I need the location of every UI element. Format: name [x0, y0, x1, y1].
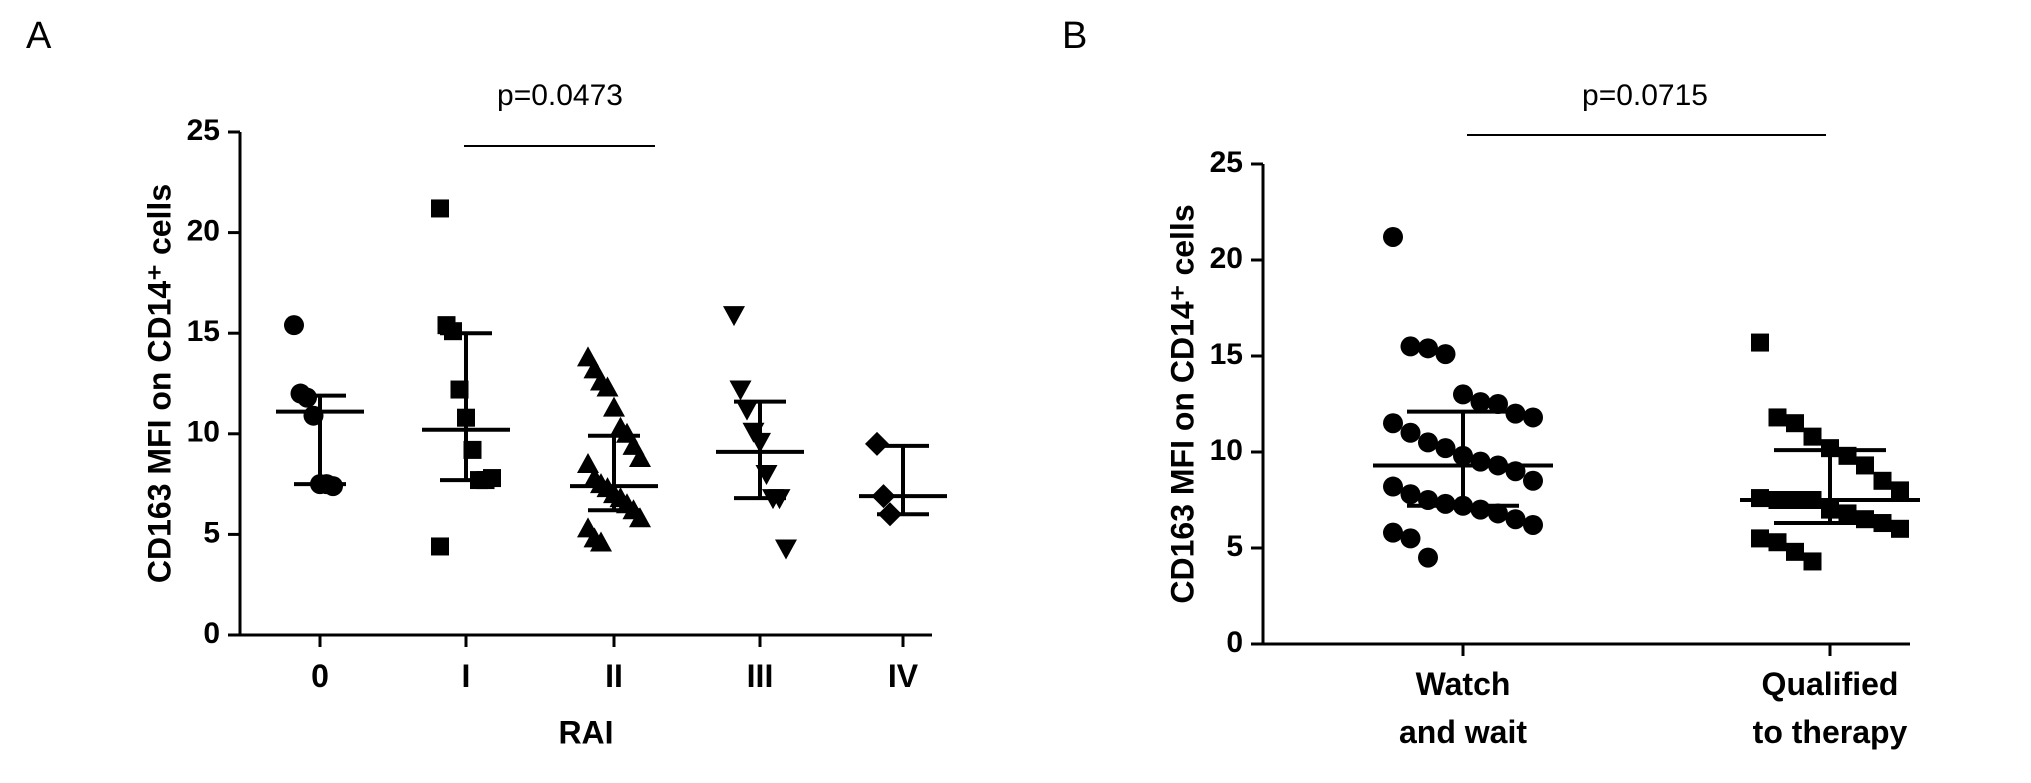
point	[1470, 499, 1491, 520]
y-tick-label: 15	[1210, 338, 1243, 371]
point	[577, 452, 599, 473]
point	[1400, 484, 1421, 505]
y-tick-label: 0	[203, 617, 220, 650]
point	[1470, 451, 1491, 472]
y-tick-label: 15	[187, 315, 220, 348]
point	[1768, 533, 1787, 552]
point	[1751, 529, 1769, 548]
point	[1786, 542, 1804, 561]
panel-label: A	[26, 15, 52, 57]
point	[775, 539, 797, 560]
x-tick-label: IV	[887, 658, 919, 694]
point	[1803, 427, 1822, 446]
point	[323, 476, 343, 497]
y-axis-label: CD163 MFI on CD14⁺ cells	[141, 184, 177, 583]
point	[1453, 384, 1473, 405]
x-tick-label: Watch and wait	[1398, 666, 1527, 750]
point	[1751, 333, 1769, 352]
point	[431, 537, 449, 556]
y-tick-label: 10	[1210, 434, 1243, 467]
y-tick-label: 0	[1226, 626, 1243, 659]
point	[1400, 422, 1421, 443]
point	[736, 400, 758, 421]
point	[1838, 504, 1857, 523]
point	[629, 446, 651, 467]
point	[284, 315, 304, 336]
annotation: p=0.0715	[1582, 79, 1708, 112]
point	[1435, 344, 1456, 365]
point	[603, 396, 625, 417]
x-tick-label: III	[746, 658, 774, 694]
y-tick-label: 25	[1210, 146, 1243, 179]
point	[1400, 528, 1421, 549]
y-tick-label: 25	[187, 114, 220, 147]
point	[297, 387, 317, 408]
point	[596, 376, 619, 397]
point	[865, 431, 889, 456]
point	[590, 531, 612, 552]
point	[1856, 456, 1874, 475]
point	[1488, 394, 1508, 414]
point	[444, 322, 462, 341]
point	[1856, 510, 1874, 529]
point	[1803, 552, 1822, 571]
point	[1488, 503, 1508, 524]
y-tick-label: 20	[187, 215, 220, 248]
y-tick-label: 10	[187, 416, 220, 449]
point	[1505, 509, 1526, 530]
point	[629, 507, 651, 528]
point	[723, 306, 745, 327]
point	[1891, 519, 1909, 538]
point	[1786, 414, 1804, 433]
annotation: p=0.0473	[497, 79, 623, 112]
x-axis-label: RAI	[558, 714, 613, 750]
point	[729, 380, 752, 401]
point	[1383, 522, 1403, 543]
y-tick-label: 5	[1226, 530, 1243, 563]
point	[1400, 336, 1421, 357]
point	[431, 199, 449, 218]
point	[1470, 392, 1491, 413]
point	[1435, 438, 1456, 459]
point	[1418, 547, 1438, 568]
point	[1383, 413, 1403, 434]
x-tick-label: Qualified to therapy	[1752, 666, 1908, 750]
panel-label: B	[1062, 15, 1087, 57]
point	[1523, 407, 1543, 428]
y-tick-label: 20	[1210, 242, 1243, 275]
x-tick-label: 0	[311, 658, 329, 694]
point	[1523, 514, 1543, 535]
x-tick-label: II	[605, 658, 623, 694]
point	[1873, 471, 1892, 490]
y-tick-label: 5	[203, 516, 220, 549]
point	[1383, 226, 1403, 247]
point	[1418, 432, 1438, 453]
point	[1383, 476, 1403, 497]
point	[1891, 481, 1909, 500]
y-axis-label: CD163 MFI on CD14⁺ cells	[1164, 204, 1200, 603]
point	[483, 469, 501, 488]
point	[1418, 338, 1438, 359]
x-tick-label: I	[461, 658, 471, 694]
point	[1768, 408, 1787, 427]
point	[1523, 470, 1543, 491]
